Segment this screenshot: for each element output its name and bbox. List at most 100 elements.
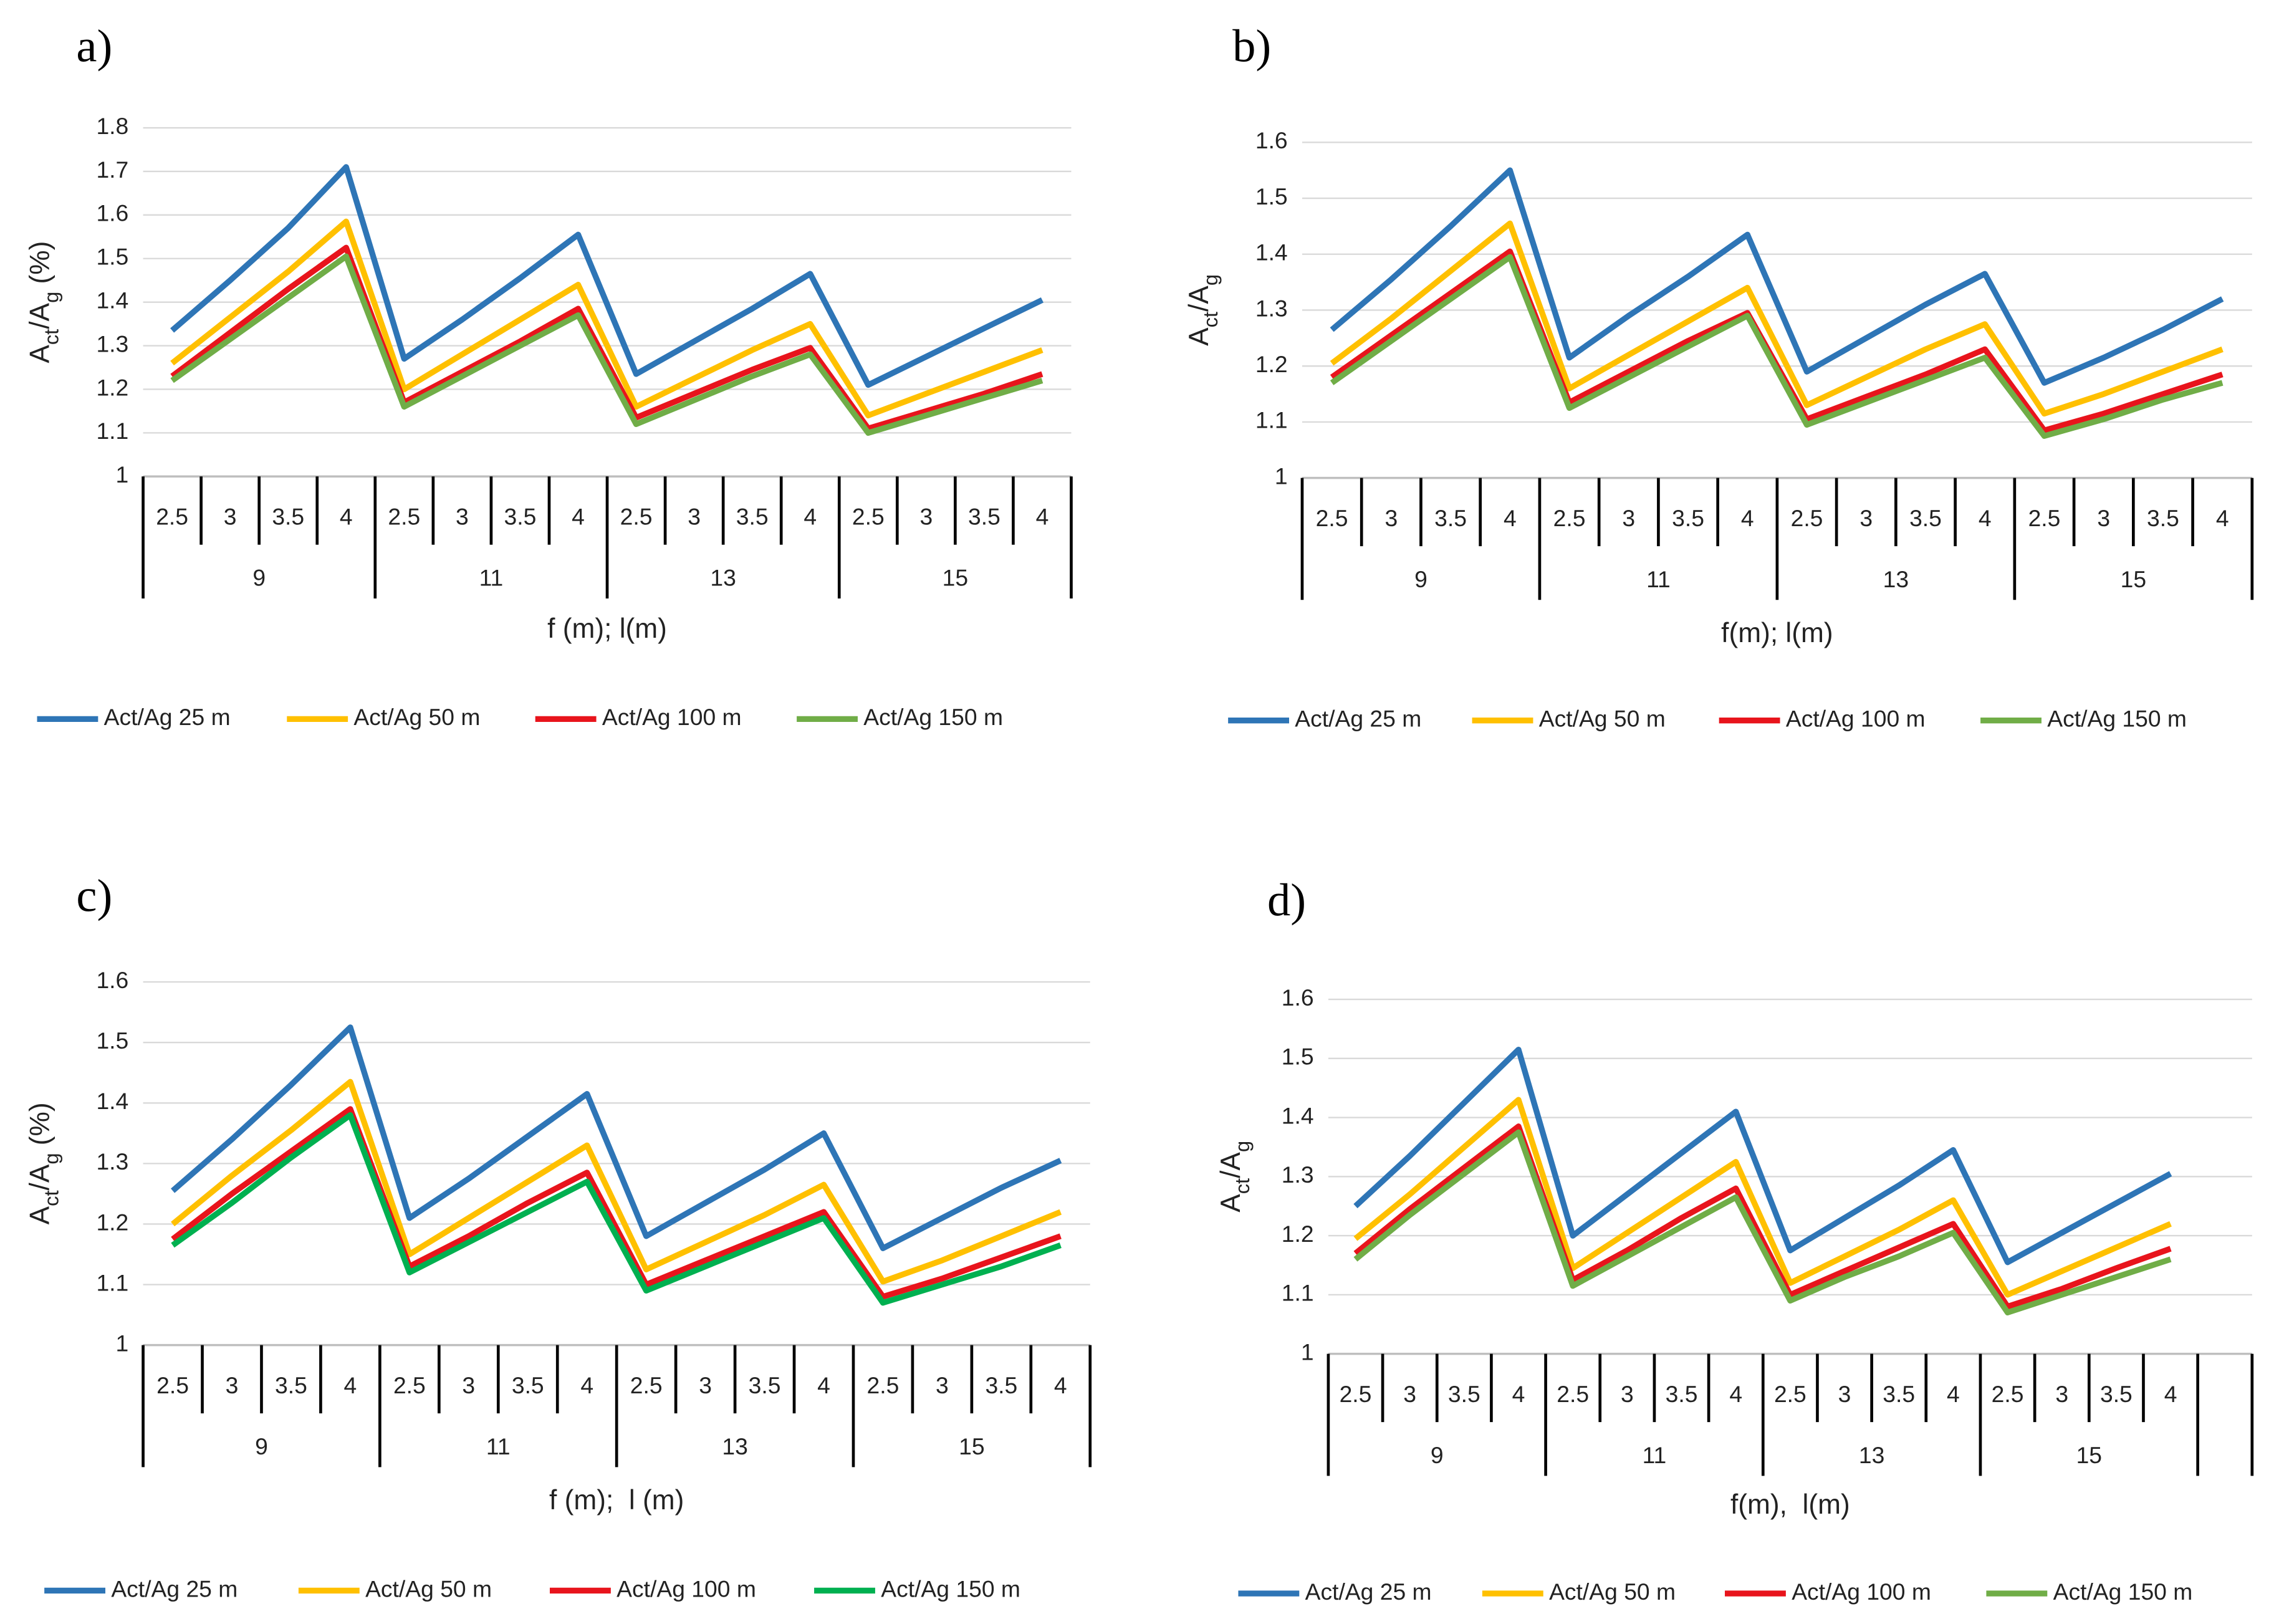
y-tick-label: 1.3 xyxy=(1255,295,1288,321)
x-tick-label: 4 xyxy=(1512,1381,1525,1407)
panel-label: c) xyxy=(76,871,112,922)
x-tick-label: 4 xyxy=(1979,505,1992,531)
x-tick-label: 2.5 xyxy=(1791,505,1823,531)
legend-label: Act/Ag 100 m xyxy=(1786,706,1926,732)
x-tick-label: 3 xyxy=(688,504,701,530)
legend-label: Act/Ag 100 m xyxy=(1792,1578,1931,1605)
y-axis-title-part: g xyxy=(40,292,63,303)
y-tick-label: 1.4 xyxy=(1255,239,1288,266)
y-axis-title-part: A xyxy=(24,345,55,363)
x-tick-label: 3 xyxy=(2097,505,2110,531)
y-axis-title: Act/Ag (%) xyxy=(24,1102,62,1224)
x-tick-label: 2.5 xyxy=(2028,505,2061,531)
series-line xyxy=(170,218,1044,419)
panel-label: a) xyxy=(76,21,112,72)
x-tick-label: 2.5 xyxy=(630,1372,663,1398)
y-tick-label: 1.1 xyxy=(1282,1280,1314,1306)
legend-label: Act/Ag 150 m xyxy=(863,704,1003,730)
y-axis-title: Act/Ag xyxy=(1216,1141,1254,1213)
x-tick-label: 3.5 xyxy=(1666,1381,1698,1407)
x-tick-label: 3 xyxy=(699,1372,712,1398)
x-tick-label: 3 xyxy=(936,1372,949,1398)
y-tick-label: 1.2 xyxy=(1282,1221,1314,1247)
x-tick-label: 4 xyxy=(344,1372,357,1398)
series-line xyxy=(1353,1123,2172,1310)
x-tick-label: 3 xyxy=(224,504,237,530)
y-axis-title-part: /A xyxy=(24,302,55,329)
y-tick-label: 1.6 xyxy=(1255,127,1288,153)
group-label: 9 xyxy=(252,565,266,591)
x-tick-label: 2.5 xyxy=(1992,1381,2024,1407)
series-line xyxy=(1353,1046,2172,1266)
legend-label: Act/Ag 100 m xyxy=(617,1575,756,1602)
series-line xyxy=(170,164,1044,388)
group-label: 13 xyxy=(710,565,736,591)
x-tick-label: 4 xyxy=(340,504,353,530)
legend-label: Act/Ag 25 m xyxy=(104,704,231,730)
y-axis-title-part: ct xyxy=(40,1190,63,1206)
x-tick-label: 4 xyxy=(2216,505,2229,531)
y-tick-label: 1.4 xyxy=(1282,1102,1314,1128)
x-tick-label: 4 xyxy=(1947,1381,1960,1407)
x-tick-label: 3 xyxy=(1622,505,1635,531)
x-tick-label: 3 xyxy=(456,504,469,530)
legend-label: Act/Ag 150 m xyxy=(2053,1578,2193,1605)
legend-label: Act/Ag 150 m xyxy=(881,1575,1020,1602)
x-tick-label: 3.5 xyxy=(1883,1381,1915,1407)
x-tick-label: 2.5 xyxy=(1774,1381,1806,1407)
series-line xyxy=(1330,220,2224,417)
y-axis-title-part: (%) xyxy=(24,1102,55,1153)
series-line xyxy=(171,1024,1062,1251)
group-label: 11 xyxy=(479,565,504,591)
x-tick-label: 3.5 xyxy=(275,1372,307,1398)
y-tick-label: 1 xyxy=(116,461,129,488)
legend-label: Act/Ag 50 m xyxy=(365,1575,492,1602)
x-tick-label: 4 xyxy=(2164,1381,2177,1407)
legend-label: Act/Ag 25 m xyxy=(1295,706,1421,732)
x-tick-label: 3 xyxy=(462,1372,475,1398)
x-tick-label: 3.5 xyxy=(749,1372,781,1398)
y-tick-label: 1.2 xyxy=(96,1209,128,1235)
x-tick-label: 2.5 xyxy=(1557,1381,1589,1407)
y-axis-title-part: /A xyxy=(1184,286,1214,312)
y-axis-title-part: ct xyxy=(40,329,63,345)
x-tick-label: 4 xyxy=(572,504,585,530)
x-axis-title: f(m), l(m) xyxy=(1730,1489,1850,1520)
y-axis-title-part: /A xyxy=(24,1164,55,1190)
y-axis-title: Act/Ag (%) xyxy=(24,241,62,363)
y-tick-label: 1.3 xyxy=(96,330,128,357)
y-tick-label: 1.2 xyxy=(96,374,128,400)
y-axis-title-part: g xyxy=(1199,274,1222,286)
series-line xyxy=(1330,254,2224,439)
y-tick-label: 1 xyxy=(1301,1338,1314,1365)
x-tick-label: 3.5 xyxy=(1909,505,1942,531)
legend-label: Act/Ag 50 m xyxy=(1539,706,1666,732)
y-tick-label: 1.6 xyxy=(96,967,128,993)
y-tick-label: 1.5 xyxy=(1282,1044,1314,1070)
x-tick-label: 3 xyxy=(1403,1381,1416,1407)
y-tick-label: 1.4 xyxy=(96,1088,128,1114)
x-tick-label: 2.5 xyxy=(156,504,188,530)
y-tick-label: 1.3 xyxy=(96,1148,128,1175)
x-tick-label: 4 xyxy=(1504,505,1517,531)
x-tick-label: 3.5 xyxy=(504,504,537,530)
x-tick-label: 3.5 xyxy=(985,1372,1017,1398)
x-tick-label: 2.5 xyxy=(1316,505,1348,531)
x-tick-label: 3.5 xyxy=(736,504,769,530)
x-tick-label: 3 xyxy=(226,1372,239,1398)
legend-label: Act/Ag 25 m xyxy=(111,1575,237,1602)
y-tick-label: 1 xyxy=(1275,463,1288,489)
x-tick-label: 3 xyxy=(1838,1381,1851,1407)
legend-label: Act/Ag 50 m xyxy=(353,704,480,730)
y-tick-label: 1 xyxy=(116,1330,129,1356)
legend-label: Act/Ag 150 m xyxy=(2047,706,2187,732)
y-tick-label: 1.6 xyxy=(1282,984,1314,1011)
x-tick-label: 3.5 xyxy=(2147,505,2179,531)
y-tick-label: 1.2 xyxy=(1255,351,1288,377)
series-line xyxy=(171,1112,1062,1306)
legend-label: Act/Ag 25 m xyxy=(1305,1578,1432,1605)
x-tick-label: 3 xyxy=(1384,505,1398,531)
x-tick-label: 4 xyxy=(1729,1381,1742,1407)
x-tick-label: 3.5 xyxy=(2100,1381,2133,1407)
